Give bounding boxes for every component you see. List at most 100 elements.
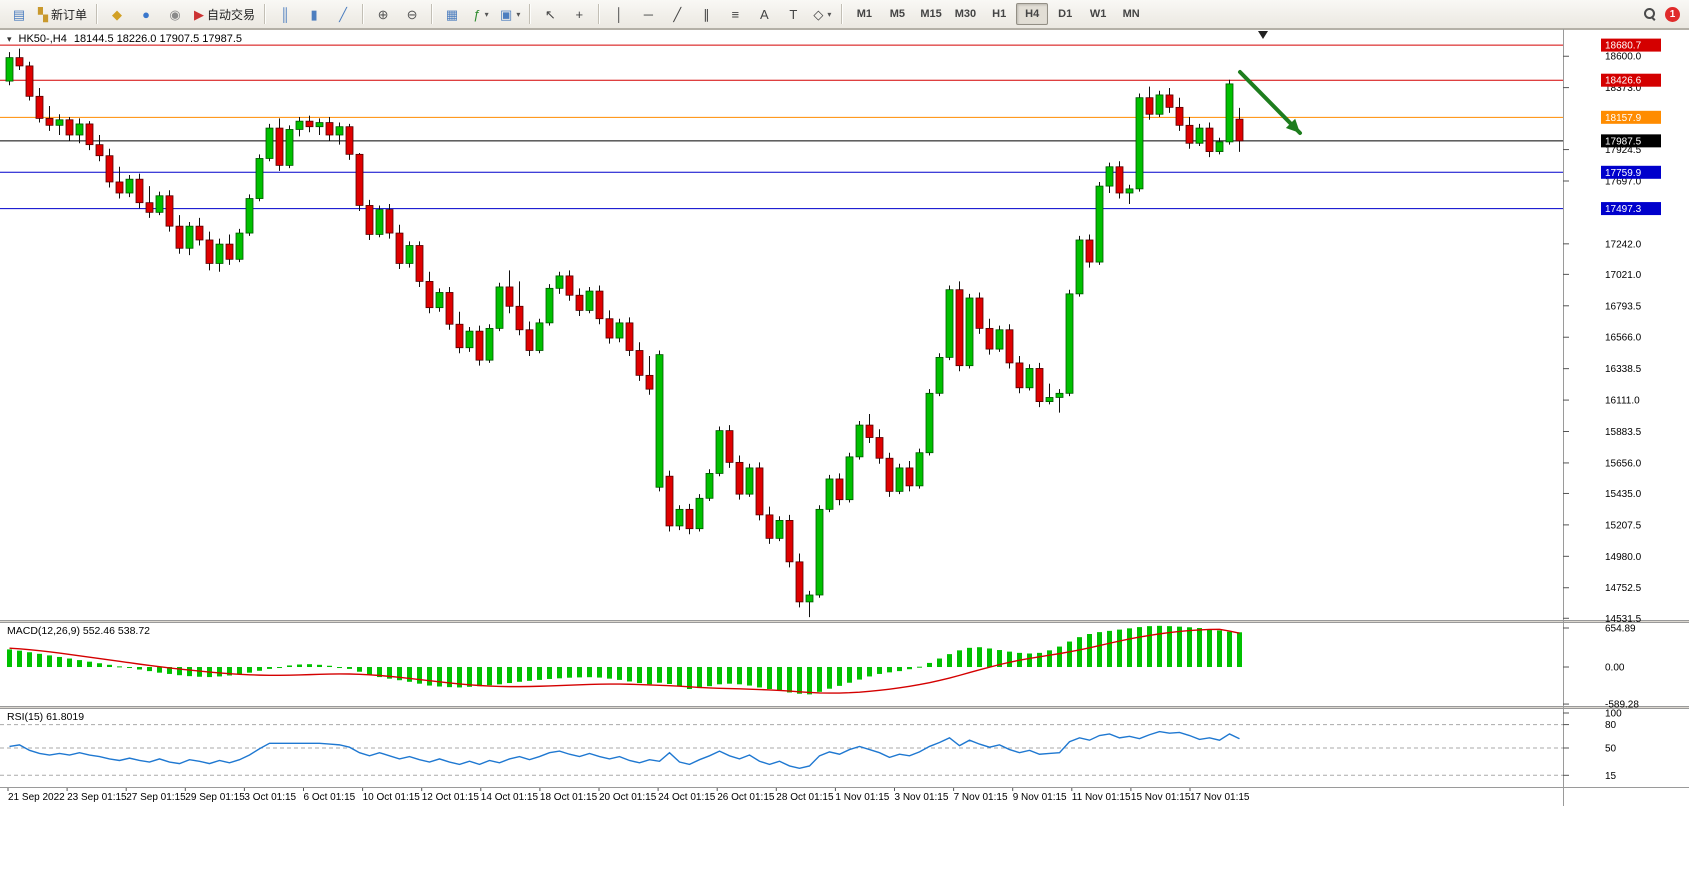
tile-windows-button[interactable]: ▦ bbox=[438, 2, 466, 26]
cursor-icon: ↖ bbox=[544, 6, 556, 22]
svg-text:3 Oct 01:15: 3 Oct 01:15 bbox=[244, 792, 296, 803]
svg-text:18680.7: 18680.7 bbox=[1605, 41, 1642, 52]
zoom-in-icon: ⊕ bbox=[377, 6, 389, 22]
new-order-button-label: 新订单 bbox=[51, 7, 88, 22]
svg-text:17697.0: 17697.0 bbox=[1605, 176, 1642, 187]
candlestick-icon: ▮ bbox=[310, 6, 318, 22]
zoom-in-button[interactable]: ⊕ bbox=[369, 2, 397, 26]
one-click-trading-toggle[interactable]: ▾ bbox=[7, 33, 12, 44]
svg-text:14531.5: 14531.5 bbox=[1605, 614, 1642, 625]
channel-icon: ∥ bbox=[703, 6, 710, 22]
svg-text:17 Nov 01:15: 17 Nov 01:15 bbox=[1190, 792, 1250, 803]
trendline-icon: ╱ bbox=[673, 6, 682, 22]
deposit-button[interactable]: ◆ bbox=[103, 2, 131, 26]
svg-text:15 Nov 01:15: 15 Nov 01:15 bbox=[1131, 792, 1191, 803]
timeframe-h1-button[interactable]: H1 bbox=[992, 8, 1007, 20]
svg-text:20 Oct 01:15: 20 Oct 01:15 bbox=[599, 792, 657, 803]
svg-text:11 Nov 01:15: 11 Nov 01:15 bbox=[1072, 792, 1131, 803]
zoom-out-icon: ⊖ bbox=[406, 6, 418, 22]
svg-text:-589.28: -589.28 bbox=[1605, 700, 1639, 711]
timeframe-mn-button[interactable]: MN bbox=[1122, 8, 1140, 20]
fibonacci-button[interactable]: ≡ bbox=[721, 2, 749, 26]
svg-text:18373.0: 18373.0 bbox=[1605, 83, 1642, 94]
svg-text:17497.3: 17497.3 bbox=[1605, 204, 1642, 215]
toolbar: ▤ ▚ 新订单 ◆ ● ◉ ▶ 自动交易 ║ ▮ ╱ ⊕ ⊖ ▦ ƒ ▾ ▣ ▾ ↖ + │ ─ ╱ ∥ ≡ A T ◇ ▾ M1 M5 M1… bbox=[0, 0, 1689, 29]
text-label-button[interactable]: T bbox=[779, 2, 807, 26]
toolbar-separator bbox=[362, 4, 365, 24]
svg-text:0.00: 0.00 bbox=[1605, 663, 1625, 674]
timeframe-d1-button[interactable]: D1 bbox=[1058, 8, 1073, 20]
bar-chart-icon: ║ bbox=[280, 6, 290, 22]
templates-button[interactable]: ▣ ▾ bbox=[496, 2, 524, 26]
timeframe-w1-button[interactable]: W1 bbox=[1089, 8, 1107, 20]
timeframe-m5-button[interactable]: M5 bbox=[889, 8, 905, 20]
svg-text:28 Oct 01:15: 28 Oct 01:15 bbox=[776, 792, 834, 803]
chevron-down-icon: ▾ bbox=[484, 9, 489, 19]
news-button[interactable]: ◉ bbox=[161, 2, 189, 26]
svg-text:17987.5: 17987.5 bbox=[1605, 136, 1642, 147]
autotrading-icon: ▶ bbox=[194, 6, 205, 22]
timeframe-m30-button[interactable]: M30 bbox=[954, 8, 977, 20]
svg-text:15: 15 bbox=[1605, 771, 1617, 782]
auto-trading-button[interactable]: ▶ 自动交易 bbox=[190, 2, 259, 26]
text-button[interactable]: A bbox=[750, 2, 778, 26]
new-order-button[interactable]: ▚ 新订单 bbox=[34, 2, 91, 26]
toolbar-separator bbox=[529, 4, 532, 24]
line-chart-button[interactable]: ╱ bbox=[329, 2, 357, 26]
svg-text:29 Sep 01:15: 29 Sep 01:15 bbox=[185, 792, 245, 803]
timeframe-h4-button[interactable]: H4 bbox=[1016, 3, 1049, 25]
vertical-line-icon: │ bbox=[615, 6, 624, 22]
notification-badge[interactable]: 1 bbox=[1665, 6, 1680, 22]
chart-title: ▾ HK50-,H4 18144.5 18226.0 17907.5 17987… bbox=[7, 33, 242, 45]
chevron-down-icon: ▾ bbox=[516, 9, 521, 19]
svg-text:23 Sep 01:15: 23 Sep 01:15 bbox=[67, 792, 127, 803]
horizontal-line-icon: ─ bbox=[643, 6, 653, 22]
search-icon[interactable] bbox=[1643, 7, 1657, 21]
rsi-label: RSI(15) 61.8019 bbox=[7, 711, 85, 723]
trendline-button[interactable]: ╱ bbox=[663, 2, 691, 26]
tile-windows-icon: ▦ bbox=[445, 6, 459, 22]
svg-text:16793.5: 16793.5 bbox=[1605, 301, 1642, 312]
text-label-icon: T bbox=[789, 6, 798, 22]
candlestick-chart-button[interactable]: ▮ bbox=[300, 2, 328, 26]
vertical-line-button[interactable]: │ bbox=[605, 2, 633, 26]
shapes-button[interactable]: ◇ ▾ bbox=[808, 2, 836, 26]
svg-text:50: 50 bbox=[1605, 744, 1617, 755]
svg-text:17924.5: 17924.5 bbox=[1605, 145, 1642, 156]
svg-text:15883.5: 15883.5 bbox=[1605, 427, 1642, 438]
macd-label: MACD(12,26,9) 552.46 538.72 bbox=[7, 625, 151, 637]
svg-text:14 Oct 01:15: 14 Oct 01:15 bbox=[481, 792, 539, 803]
channel-button[interactable]: ∥ bbox=[692, 2, 720, 26]
svg-text:15435.0: 15435.0 bbox=[1605, 489, 1642, 500]
svg-text:1 Nov 01:15: 1 Nov 01:15 bbox=[835, 792, 889, 803]
svg-text:100: 100 bbox=[1605, 709, 1622, 720]
svg-text:14980.0: 14980.0 bbox=[1605, 552, 1642, 563]
bar-chart-button[interactable]: ║ bbox=[271, 2, 299, 26]
news-icon: ◉ bbox=[169, 6, 181, 22]
svg-text:14752.5: 14752.5 bbox=[1605, 583, 1642, 594]
crosshair-button[interactable]: + bbox=[565, 2, 593, 26]
chevron-down-icon: ▾ bbox=[827, 9, 832, 19]
support-icon: ● bbox=[142, 6, 150, 22]
indicators-button[interactable]: ƒ ▾ bbox=[467, 2, 495, 26]
timeframe-m15-button[interactable]: M15 bbox=[920, 8, 942, 20]
cursor-button[interactable]: ↖ bbox=[536, 2, 564, 26]
chart-symbol-period: HK50-,H4 bbox=[18, 33, 67, 45]
support-button[interactable]: ● bbox=[132, 2, 160, 26]
toolbar-separator bbox=[598, 4, 601, 24]
crosshair-icon: + bbox=[575, 6, 584, 22]
svg-text:12 Oct 01:15: 12 Oct 01:15 bbox=[422, 792, 480, 803]
svg-text:16338.5: 16338.5 bbox=[1605, 364, 1642, 375]
horizontal-line-button[interactable]: ─ bbox=[634, 2, 662, 26]
zoom-out-button[interactable]: ⊖ bbox=[398, 2, 426, 26]
svg-text:3 Nov 01:15: 3 Nov 01:15 bbox=[895, 792, 949, 803]
chart-window-button[interactable]: ▤ bbox=[5, 2, 33, 26]
svg-text:21 Sep 2022: 21 Sep 2022 bbox=[8, 792, 65, 803]
shapes-icon: ◇ bbox=[813, 6, 824, 22]
svg-text:654.89: 654.89 bbox=[1605, 624, 1636, 635]
svg-text:16566.0: 16566.0 bbox=[1605, 333, 1642, 344]
svg-text:6 Oct 01:15: 6 Oct 01:15 bbox=[304, 792, 356, 803]
timeframe-m1-button[interactable]: M1 bbox=[856, 8, 872, 20]
svg-text:10 Oct 01:15: 10 Oct 01:15 bbox=[363, 792, 421, 803]
